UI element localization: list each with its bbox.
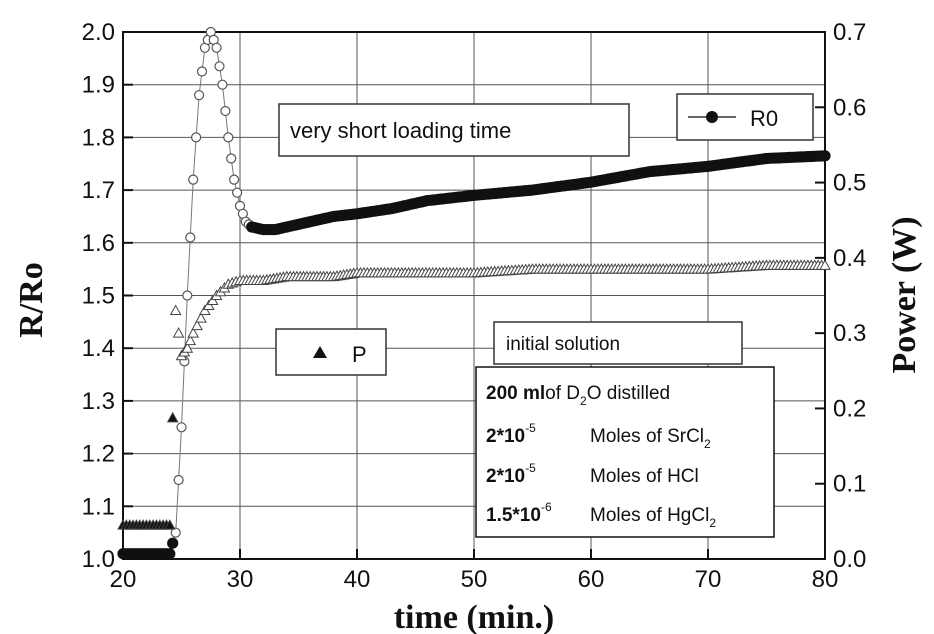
solution-header: initial solution <box>506 334 620 355</box>
r0-point <box>191 132 202 143</box>
legend-r0-marker <box>706 111 718 123</box>
y-left-tick-label: 1.1 <box>82 493 115 520</box>
r0-point <box>196 66 208 77</box>
y-left-tick-label: 1.5 <box>82 283 115 310</box>
p-point <box>195 312 207 323</box>
r0-point <box>819 150 831 162</box>
series-r0 <box>117 26 831 560</box>
p-point <box>181 342 194 353</box>
x-tick-label: 20 <box>110 566 137 593</box>
r0-point <box>182 290 193 301</box>
r0-point <box>188 174 199 185</box>
x-tick-label: 60 <box>578 566 605 593</box>
solution-line-1: 200 mlof D2O distilled <box>486 383 670 408</box>
p-point <box>172 327 185 338</box>
p-point <box>187 327 200 338</box>
r0-point <box>176 422 187 433</box>
r0-point <box>232 187 243 198</box>
y-left-tick-label: 2.0 <box>82 19 115 46</box>
solution-box: 200 mlof D2O distilled 2*10-5 Moles of Sr… <box>475 366 775 538</box>
x-tick-label: 80 <box>812 566 839 593</box>
r0-point <box>173 474 184 486</box>
solution-line-2: 2*10-5 Moles of SrCl2 <box>486 421 711 451</box>
y-left-tick-label: 1.3 <box>82 388 115 415</box>
legend-r0-label: R0 <box>750 106 778 131</box>
title-box: very short loading time <box>278 103 630 157</box>
r0-point <box>226 153 237 164</box>
legend-p: P <box>275 328 387 376</box>
legend-p-label: P <box>352 342 367 367</box>
y-right-tick-label: 0.2 <box>833 395 866 422</box>
legend-p-marker <box>313 346 327 358</box>
p-point <box>184 334 197 346</box>
y-right-tick-label: 0.5 <box>833 170 866 197</box>
p-point <box>169 304 182 316</box>
r0-point <box>214 61 225 72</box>
y-left-tick-label: 1.8 <box>82 124 115 151</box>
r0-point <box>211 42 222 53</box>
y-right-tick-label: 0.3 <box>833 320 866 347</box>
y-left-tick-label: 1.9 <box>82 72 115 99</box>
axis-ticks: 20 30 40 50 60 70 80 1.0 1.1 1.2 1.3 1.4 1.5 1.6 1.7 1.… <box>82 19 867 593</box>
solution-line-4: 1.5*10-6 Moles of HgCl2 <box>486 500 716 530</box>
y-left-tick-label: 1.4 <box>82 335 115 362</box>
r0-point <box>217 79 228 90</box>
r0-point <box>185 232 196 243</box>
p-point <box>819 259 831 270</box>
p-point <box>206 294 219 306</box>
x-tick-label: 70 <box>695 566 722 593</box>
p-point <box>166 411 179 423</box>
y-left-tick-label: 1.2 <box>82 441 115 468</box>
y-right-tick-label: 0.4 <box>833 245 866 272</box>
y-left-tick-label: 1.6 <box>82 230 115 257</box>
p-point <box>202 299 215 311</box>
r0-point <box>229 174 240 185</box>
p-point <box>199 304 211 316</box>
x-tick-label: 30 <box>227 566 254 593</box>
y-left-tick-label: 1.0 <box>82 546 115 573</box>
r0-point <box>170 527 181 538</box>
y-left-tick-label: 1.7 <box>82 177 115 204</box>
r0-point <box>167 537 179 549</box>
x-tick-label: 50 <box>461 566 488 593</box>
y-right-axis-title: Power (W) <box>886 216 923 373</box>
legend-r0: R0 <box>676 93 814 141</box>
p-point <box>163 519 176 530</box>
title-box-text: very short loading time <box>290 118 511 143</box>
r0-point <box>194 90 205 101</box>
y-right-tick-label: 0.6 <box>833 94 866 121</box>
r0-point <box>220 105 231 117</box>
y-right-tick-label: 0.7 <box>833 19 866 46</box>
series-p <box>117 259 831 530</box>
solution-line-3: 2*10-5 Moles of HCl <box>486 461 699 487</box>
y-right-tick-label: 0.0 <box>833 546 866 573</box>
r0-point <box>164 548 176 560</box>
r0-point <box>223 132 234 143</box>
y-right-tick-label: 0.1 <box>833 471 866 498</box>
p-point <box>191 319 203 331</box>
x-tick-label: 40 <box>344 566 371 593</box>
solution-header-box: initial solution <box>493 321 743 365</box>
y-left-axis-title: R/Ro <box>13 262 50 338</box>
x-axis-title: time (min.) <box>394 599 555 634</box>
